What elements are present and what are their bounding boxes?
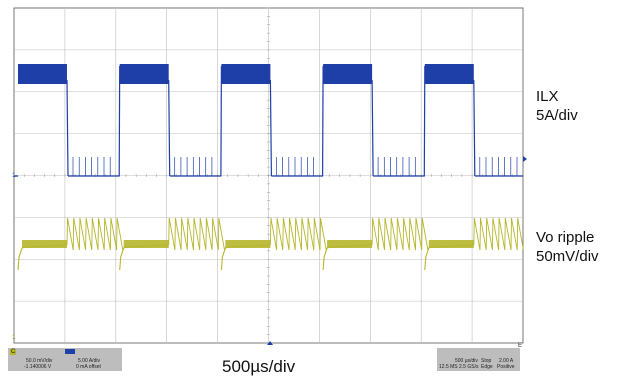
ilx-name: ILX [536, 88, 559, 105]
status-stop: Stop [481, 358, 492, 364]
ch1-level-marker: 1 [12, 173, 16, 179]
ch2-level-marker: 1 [12, 335, 16, 341]
ilx-fall-edge [371, 79, 374, 177]
ilx-label: ILX 5A/div [536, 87, 578, 125]
timebase-label: 500µs/div [222, 357, 296, 376]
vo-noise-band [22, 240, 67, 248]
vo-sawtooth [269, 217, 327, 251]
vo-settle [424, 244, 474, 271]
ilx-rise-edge [220, 65, 222, 177]
right-trigger-arrow [523, 156, 527, 162]
channel-1-badge [65, 349, 75, 354]
ilx-high-segment [18, 64, 67, 84]
ilx-fall-edge [168, 79, 171, 177]
status-edge: Edge [481, 364, 493, 370]
ilx-scale: 5A/div [536, 107, 578, 124]
vo-ripple-label: Vo ripple 50mV/div [536, 228, 599, 266]
bottom-time-marker [267, 341, 273, 345]
ilx-high-segment [323, 64, 373, 84]
vo-sawtooth [473, 217, 524, 251]
ilx-waveform [14, 64, 523, 177]
edge-marker: E [518, 343, 522, 349]
ilx-fall-edge [269, 79, 272, 177]
status-trig-level: 2.00 A [499, 358, 514, 364]
status-left-box: C 50.0 mV/div -1.140006 V 5.00 A/div 0 m… [8, 348, 122, 371]
status-right-box: 500 µs/div 12.5 MS 2.5 GS/s Stop Edge 2.… [437, 348, 520, 371]
vo-noise-band [123, 240, 169, 248]
status-sample-rate: 12.5 MS [439, 364, 458, 370]
channel-c-badge: C [10, 349, 17, 355]
status-sample-rate-gs: 2.5 GS/s [459, 364, 479, 370]
vo-settle [322, 244, 373, 271]
vo-settle [220, 244, 271, 271]
vo-settle [119, 244, 169, 271]
channel-c-scale: 50.0 mV/div [26, 358, 53, 364]
ilx-high-segment [424, 64, 474, 84]
status-timebase: 500 µs/div [455, 358, 478, 364]
ilx-fall-edge [66, 79, 69, 177]
vo-noise-band [428, 240, 474, 248]
vo-ripple-waveform [17, 217, 524, 271]
ilx-rise-edge [322, 65, 324, 177]
ilx-rise-edge [423, 65, 426, 177]
vo-noise-band [327, 240, 373, 248]
channel-1-scale: 5.00 A/div [78, 358, 100, 364]
channel-c-offset: -1.140006 V [24, 364, 52, 370]
ilx-high-segment [221, 64, 271, 84]
ilx-fall-edge [473, 79, 476, 177]
channel-1-offset: 0 mA offset [76, 364, 101, 370]
vo-noise-band [225, 240, 271, 248]
ilx-rise-edge [118, 65, 121, 177]
vo-settle [17, 244, 68, 271]
ilx-high-segment [119, 64, 169, 84]
vo-sawtooth [168, 217, 225, 251]
vo-sawtooth [371, 217, 429, 251]
vo-sawtooth [66, 217, 124, 251]
vo-ripple-scale: 50mV/div [536, 248, 599, 265]
status-slope: Positive [497, 364, 515, 370]
vo-ripple-name: Vo ripple [536, 229, 595, 246]
